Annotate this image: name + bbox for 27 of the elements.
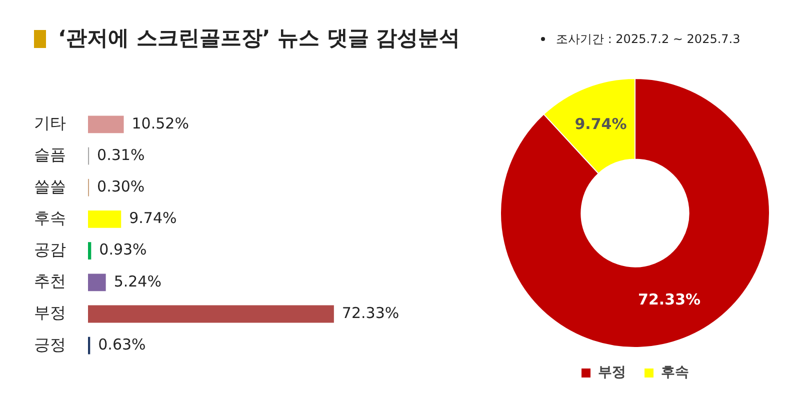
- y-tick-label: 후속: [34, 208, 66, 228]
- text: 조사기간 : 2025.7.2 ~ 2025.7.3: [556, 31, 740, 48]
- data-label: 5.24%: [114, 272, 162, 290]
- y-tick-label: 기타: [34, 114, 66, 133]
- y-tick-label: 슬픔: [34, 145, 66, 164]
- data-label: 9.74%: [129, 209, 177, 228]
- y-tick-label: 부정: [34, 303, 66, 322]
- bar: [88, 305, 334, 323]
- data-label: 0.63%: [98, 335, 146, 354]
- bar: [88, 242, 92, 260]
- y-tick-label: 공감: [34, 240, 66, 259]
- data-label: 9.74%: [574, 115, 627, 134]
- y-tick-label: 쓸쓸: [34, 176, 66, 196]
- data-label: 0.30%: [97, 177, 145, 196]
- chart-title: ‘관저에 스크린골프장’ 뉴스 댓글 감성분석: [58, 25, 460, 52]
- bar: [88, 274, 106, 292]
- y-tick-label: 긍정: [34, 334, 66, 354]
- y-tick-label: 추천: [34, 272, 66, 291]
- data-label: 72.33%: [638, 290, 701, 309]
- bar: [88, 210, 122, 228]
- legend-label: 부정: [598, 364, 626, 381]
- data-label: 10.52%: [132, 114, 189, 132]
- legend-label: 후속: [661, 364, 689, 381]
- data-label: 0.31%: [97, 146, 145, 164]
- data-label: 72.33%: [342, 304, 400, 322]
- data-label: 0.93%: [99, 240, 147, 259]
- bar: [88, 116, 124, 134]
